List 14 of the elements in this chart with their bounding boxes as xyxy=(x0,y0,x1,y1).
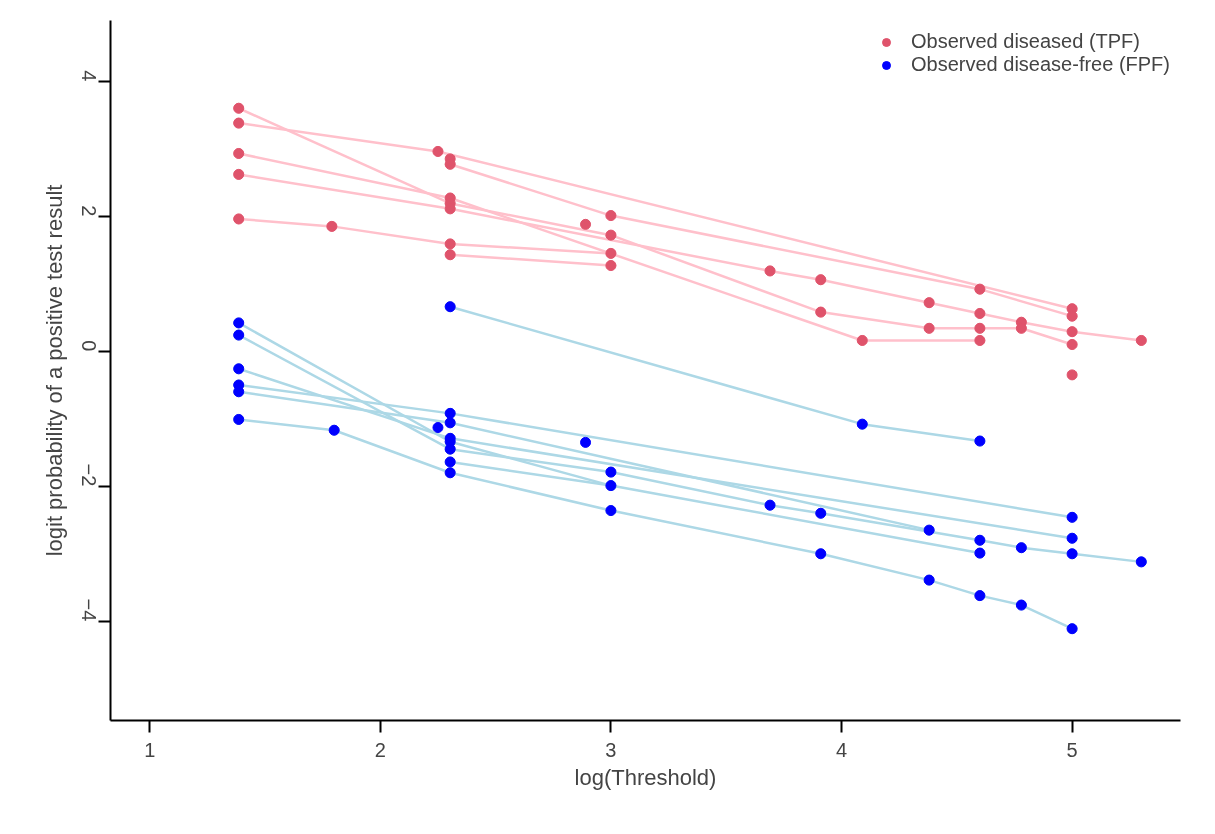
x-tick-label: 3 xyxy=(605,738,617,761)
y-tick-label: −4 xyxy=(77,598,100,622)
y-tick-label: 4 xyxy=(77,70,100,82)
legend-label: Observed diseased (TPF) xyxy=(911,30,1140,53)
x-axis-title: log(Threshold) xyxy=(574,764,717,790)
y-axis-title: logit probability of a positive test result xyxy=(41,184,67,557)
y-tick-label: 2 xyxy=(77,205,100,217)
x-tick-label: 5 xyxy=(1066,738,1078,761)
legend-label: Observed disease-free (FPF) xyxy=(911,53,1170,76)
x-tick-label: 1 xyxy=(144,738,156,761)
x-tick-label: 2 xyxy=(374,738,386,761)
y-tick-label: 0 xyxy=(77,340,100,352)
x-tick-label: 4 xyxy=(835,738,848,761)
y-tick-label: −2 xyxy=(77,463,100,487)
